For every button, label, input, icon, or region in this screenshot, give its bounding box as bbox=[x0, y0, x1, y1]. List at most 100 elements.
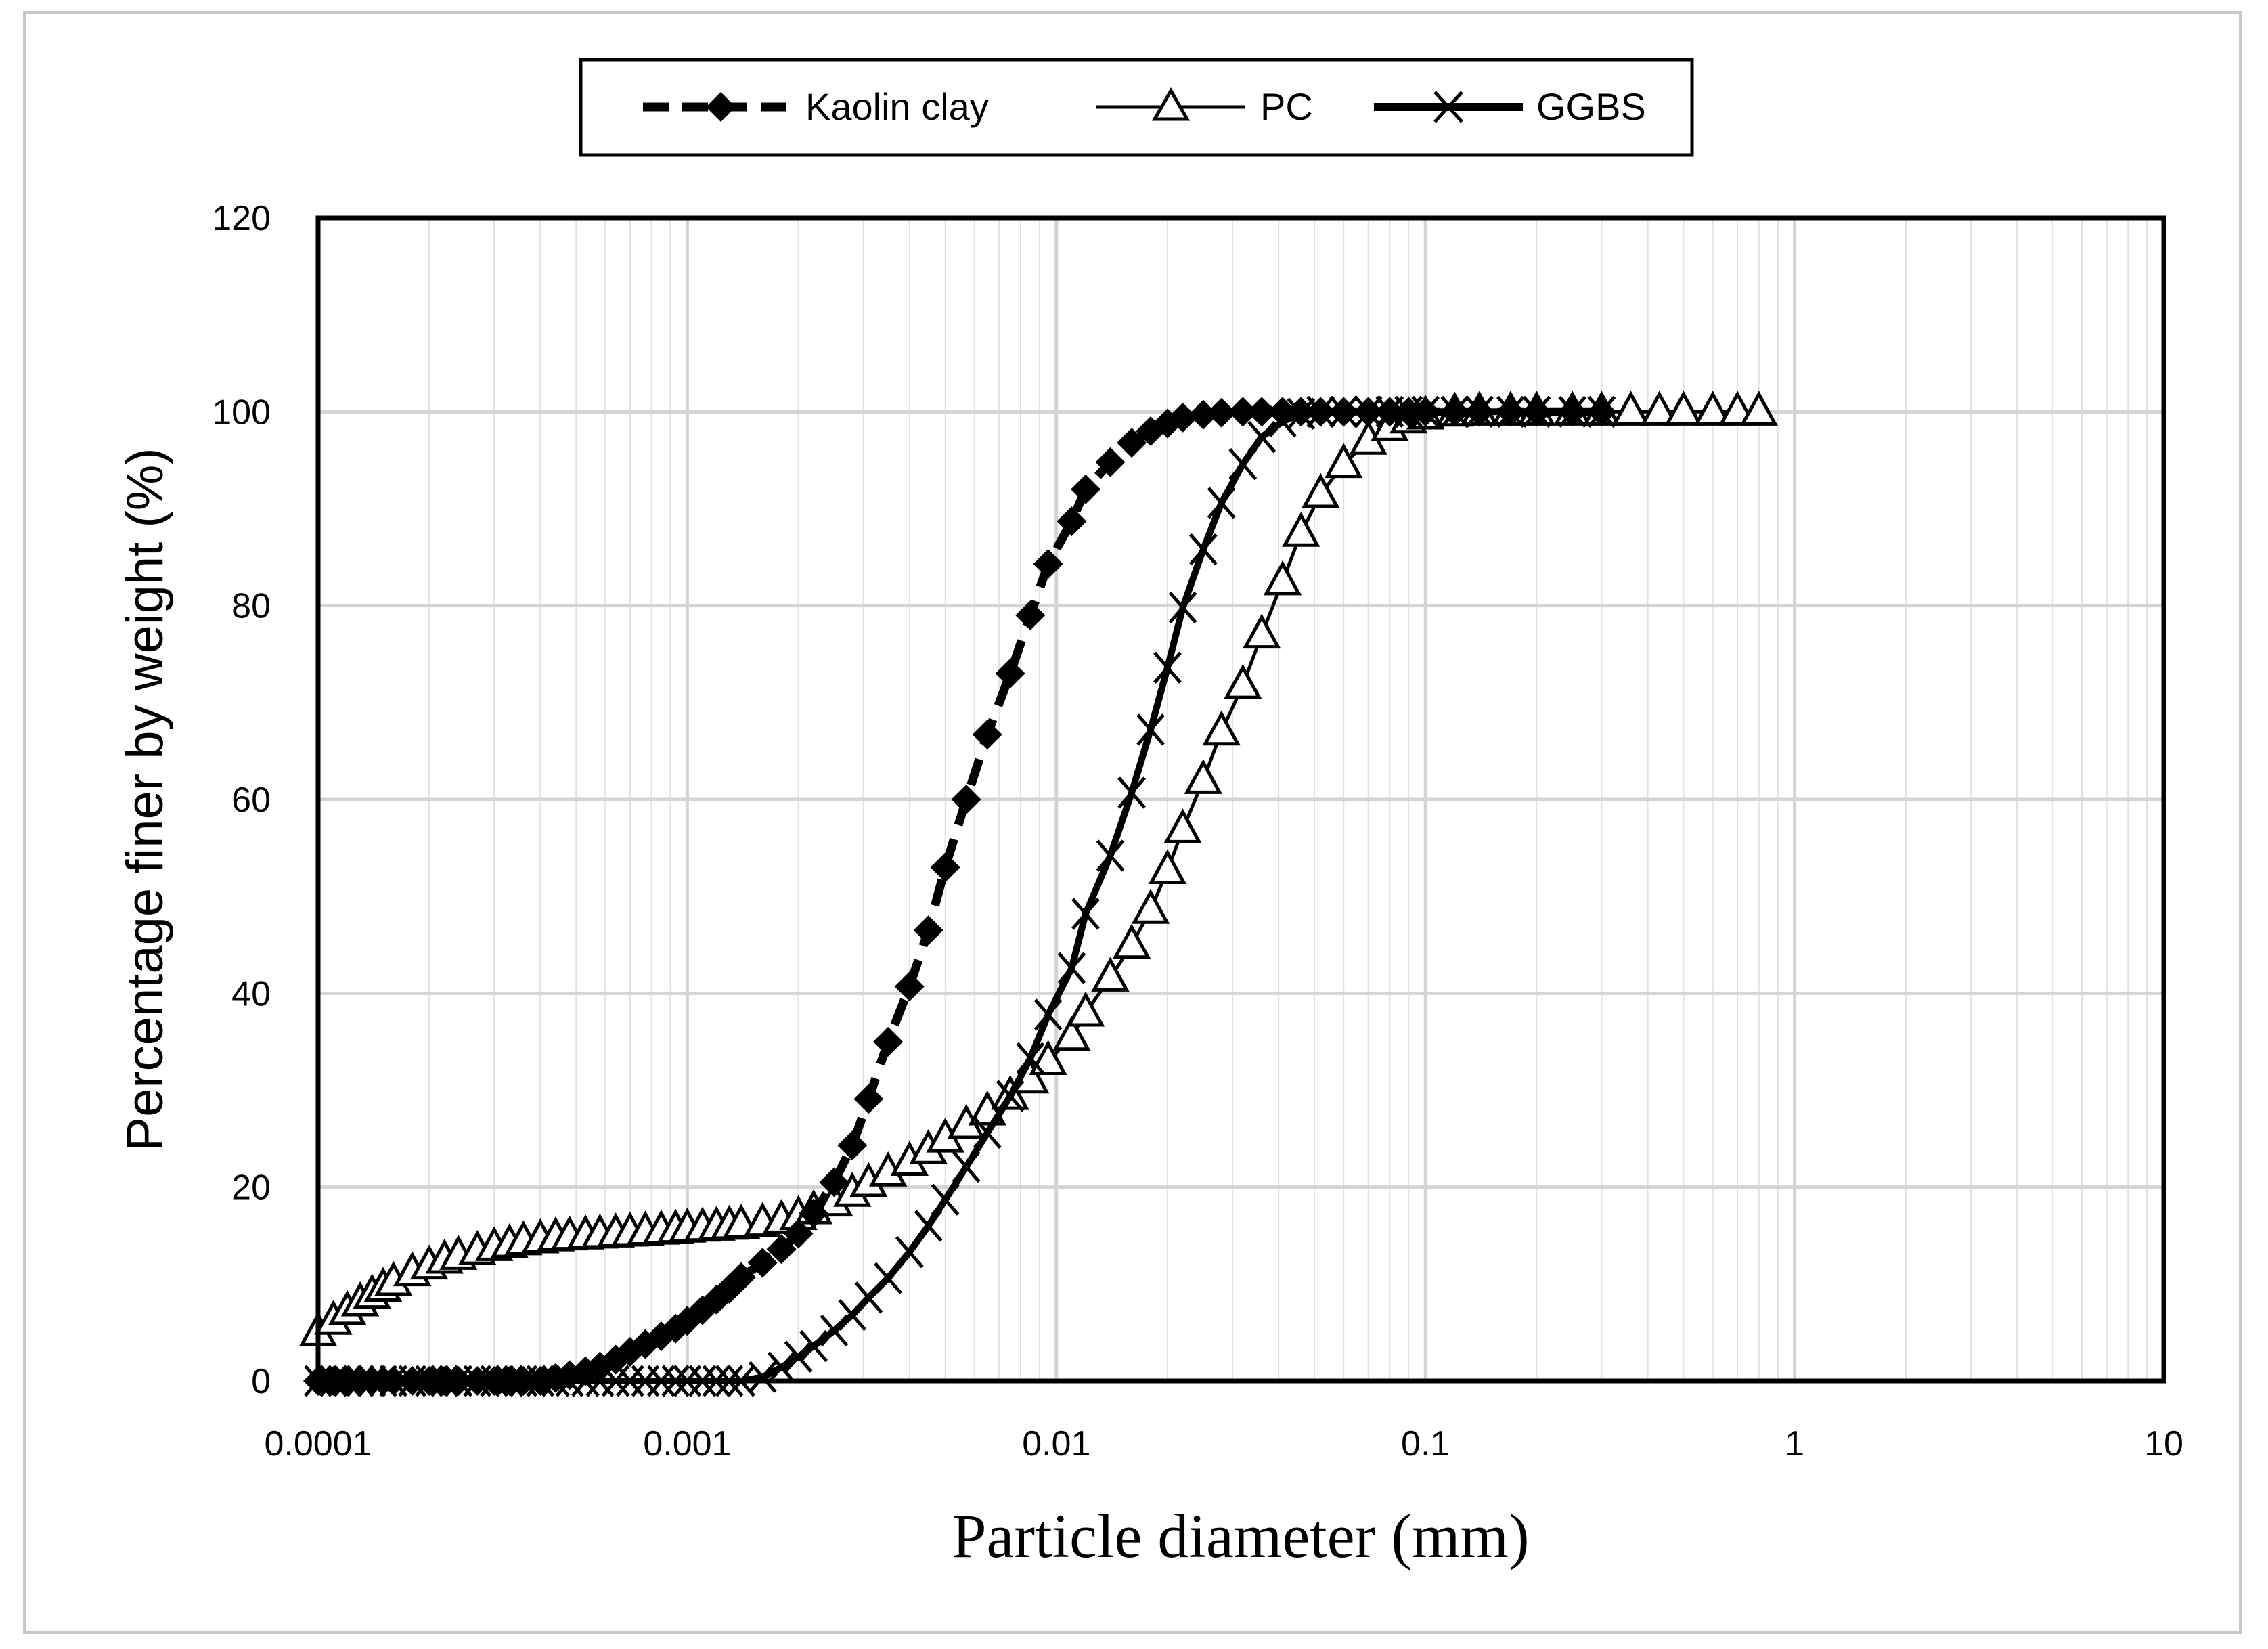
data-point-diamond bbox=[1117, 428, 1147, 458]
y-axis-ticks: 0 20 40 60 80 100 120 bbox=[212, 199, 271, 1401]
data-point-diamond bbox=[1586, 397, 1617, 427]
data-point-diamond bbox=[1033, 549, 1063, 579]
data-point-diamond bbox=[853, 1084, 884, 1114]
legend-item-ggbs: GGBS bbox=[1374, 85, 1646, 128]
data-point-diamond bbox=[819, 1167, 849, 1197]
data-point-triangle bbox=[1148, 849, 1187, 885]
data-point-triangle bbox=[1091, 957, 1130, 992]
series-curves bbox=[298, 391, 1778, 1397]
data-point-diamond bbox=[783, 1218, 814, 1249]
legend-item-kaolin: Kaolin clay bbox=[643, 85, 989, 128]
data-point-x bbox=[914, 1210, 943, 1242]
data-point-diamond bbox=[726, 1262, 757, 1292]
data-point-x bbox=[767, 1351, 796, 1384]
y-tick-label: 120 bbox=[212, 199, 271, 238]
data-point-triangle bbox=[1664, 391, 1703, 426]
data-point-x bbox=[1168, 591, 1197, 624]
data-point-x bbox=[1117, 776, 1147, 809]
y-tick-label: 0 bbox=[251, 1362, 271, 1401]
data-point-x bbox=[895, 1235, 924, 1269]
data-point-triangle bbox=[1242, 613, 1281, 649]
data-point-triangle bbox=[1131, 888, 1170, 924]
data-point-diamond bbox=[951, 785, 981, 814]
data-point-x bbox=[820, 1314, 849, 1347]
data-point-diamond bbox=[1095, 447, 1126, 477]
legend-label-ggbs: GGBS bbox=[1536, 85, 1646, 128]
x-tick-label: 0.001 bbox=[643, 1424, 731, 1464]
data-point-triangle bbox=[1112, 923, 1151, 959]
data-point-diamond bbox=[1168, 402, 1198, 433]
data-point-triangle bbox=[1163, 808, 1202, 843]
data-point-diamond bbox=[799, 1198, 829, 1229]
data-point-triangle bbox=[1263, 560, 1302, 596]
data-point-x bbox=[799, 1329, 828, 1363]
data-point-x bbox=[1136, 713, 1165, 746]
data-point-triangle bbox=[1224, 663, 1262, 699]
data-point-diamond bbox=[766, 1234, 797, 1265]
series-pc bbox=[298, 391, 1778, 1346]
legend-label-kaolin: Kaolin clay bbox=[805, 85, 989, 128]
data-point-diamond bbox=[1057, 506, 1087, 537]
data-point-x bbox=[1188, 533, 1218, 566]
data-point-diamond bbox=[1228, 397, 1258, 427]
legend-marker-ggbs bbox=[1433, 91, 1463, 123]
data-point-diamond bbox=[1206, 397, 1237, 428]
data-point-diamond bbox=[1188, 399, 1218, 430]
grid-lines bbox=[318, 218, 2164, 1381]
data-point-diamond bbox=[1306, 397, 1336, 427]
data-point-triangle bbox=[1611, 391, 1650, 426]
data-point-x bbox=[1033, 998, 1063, 1031]
y-tick-label: 20 bbox=[231, 1168, 271, 1208]
data-point-diamond bbox=[1015, 600, 1046, 630]
data-point-diamond bbox=[1353, 397, 1383, 427]
data-point-diamond bbox=[995, 658, 1025, 688]
data-point-x bbox=[874, 1262, 903, 1294]
data-point-diamond bbox=[747, 1248, 778, 1278]
data-point-triangle bbox=[1640, 391, 1678, 426]
x-tick-label: 0.1 bbox=[1401, 1424, 1450, 1464]
data-point-triangle bbox=[1066, 991, 1105, 1027]
data-point-x bbox=[854, 1281, 883, 1314]
x-tick-label: 1 bbox=[1785, 1424, 1804, 1464]
legend-marker-pc bbox=[1151, 87, 1191, 121]
legend-label-pc: PC bbox=[1260, 85, 1313, 128]
data-point-diamond bbox=[972, 720, 1002, 750]
x-tick-label: 0.0001 bbox=[264, 1424, 372, 1464]
x-tick-label: 10 bbox=[2144, 1424, 2183, 1464]
data-point-diamond bbox=[1394, 397, 1424, 427]
data-point-x bbox=[1071, 898, 1100, 930]
data-point-x bbox=[1207, 487, 1236, 519]
data-point-x bbox=[1057, 952, 1086, 984]
data-point-triangle bbox=[1693, 391, 1732, 426]
x-axis-label: Particle diameter (mm) bbox=[952, 1501, 1529, 1570]
figure-frame bbox=[23, 11, 2242, 1634]
data-point-triangle bbox=[1052, 1015, 1091, 1051]
data-point-triangle bbox=[1202, 710, 1241, 746]
data-point-x bbox=[952, 1150, 981, 1183]
data-point-diamond bbox=[913, 915, 943, 946]
data-point-diamond bbox=[894, 971, 925, 1002]
data-point-x bbox=[784, 1340, 813, 1373]
data-point-triangle bbox=[1302, 472, 1340, 508]
data-point-x bbox=[996, 1080, 1025, 1112]
data-point-x bbox=[1247, 420, 1276, 454]
data-point-x bbox=[1096, 839, 1125, 872]
data-point-diamond bbox=[1286, 397, 1316, 427]
series-line bbox=[317, 410, 1759, 1334]
data-point-diamond bbox=[1521, 397, 1552, 427]
data-point-diamond bbox=[1495, 397, 1526, 427]
data-point-x bbox=[1228, 448, 1258, 481]
data-point-x bbox=[1153, 651, 1182, 684]
y-tick-label: 100 bbox=[212, 393, 271, 432]
data-point-diamond bbox=[1440, 397, 1470, 427]
data-point-x bbox=[748, 1361, 777, 1393]
data-point-diamond bbox=[1329, 397, 1359, 427]
data-point-diamond bbox=[930, 852, 960, 883]
x-axis-ticks: 0.0001 0.001 0.01 0.1 1 10 bbox=[264, 1424, 2183, 1464]
data-point-triangle bbox=[1282, 512, 1320, 547]
data-point-triangle bbox=[1739, 391, 1778, 426]
y-axis-label: Percentage finer by weight (%) bbox=[116, 447, 174, 1151]
data-point-diamond bbox=[1268, 397, 1298, 427]
data-point-diamond bbox=[1375, 397, 1405, 427]
